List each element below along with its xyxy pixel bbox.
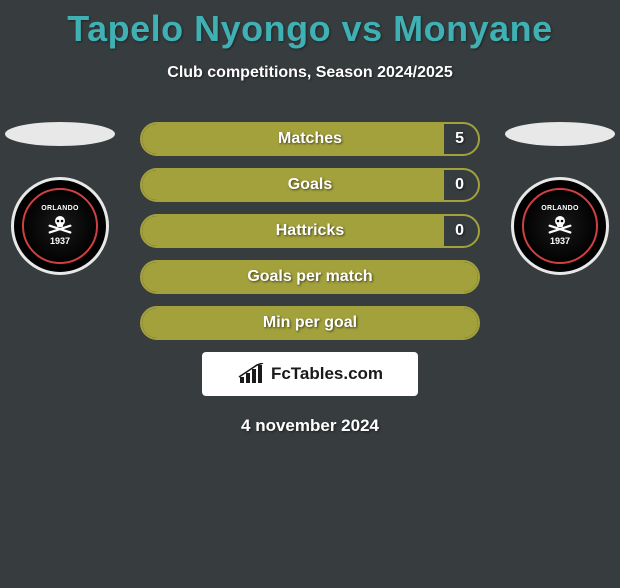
bar-chart-icon <box>237 363 265 385</box>
stat-row-min-per-goal: Min per goal <box>140 306 480 340</box>
stat-row-hattricks: Hattricks 0 <box>140 214 480 248</box>
stat-row-goals: Goals 0 <box>140 168 480 202</box>
club-badge-left: ORLANDO 1937 <box>11 177 109 275</box>
stat-row-goals-per-match: Goals per match <box>140 260 480 294</box>
skull-crossbones-icon <box>545 213 575 235</box>
stat-label: Hattricks <box>142 216 478 246</box>
stats-list: Matches 5 Goals 0 Hattricks 0 Goals per … <box>140 122 480 340</box>
club-badge-inner: ORLANDO 1937 <box>522 188 598 264</box>
brand-text: FcTables.com <box>271 364 383 384</box>
club-badge-inner: ORLANDO 1937 <box>22 188 98 264</box>
club-badge-text-top: ORLANDO <box>41 205 79 212</box>
club-badge-year: 1937 <box>550 236 570 246</box>
page-title: Tapelo Nyongo vs Monyane <box>0 8 620 50</box>
stat-label: Goals per match <box>142 262 478 292</box>
comparison-content: ORLANDO 1937 ORLANDO 1937 Matches 5 Goal… <box>0 122 620 436</box>
stat-row-matches: Matches 5 <box>140 122 480 156</box>
brand-box[interactable]: FcTables.com <box>202 352 418 396</box>
club-badge-text-top: ORLANDO <box>541 205 579 212</box>
club-badge-right: ORLANDO 1937 <box>511 177 609 275</box>
player-name-left-plate <box>5 122 115 146</box>
stat-value-right: 0 <box>455 216 464 246</box>
player-name-right-plate <box>505 122 615 146</box>
stat-label: Min per goal <box>142 308 478 338</box>
skull-crossbones-icon <box>45 213 75 235</box>
page-subtitle: Club competitions, Season 2024/2025 <box>0 64 620 82</box>
stat-label: Matches <box>142 124 478 154</box>
stat-value-right: 5 <box>455 124 464 154</box>
stat-value-right: 0 <box>455 170 464 200</box>
snapshot-date: 4 november 2024 <box>0 416 620 436</box>
club-badge-year: 1937 <box>50 236 70 246</box>
stat-label: Goals <box>142 170 478 200</box>
